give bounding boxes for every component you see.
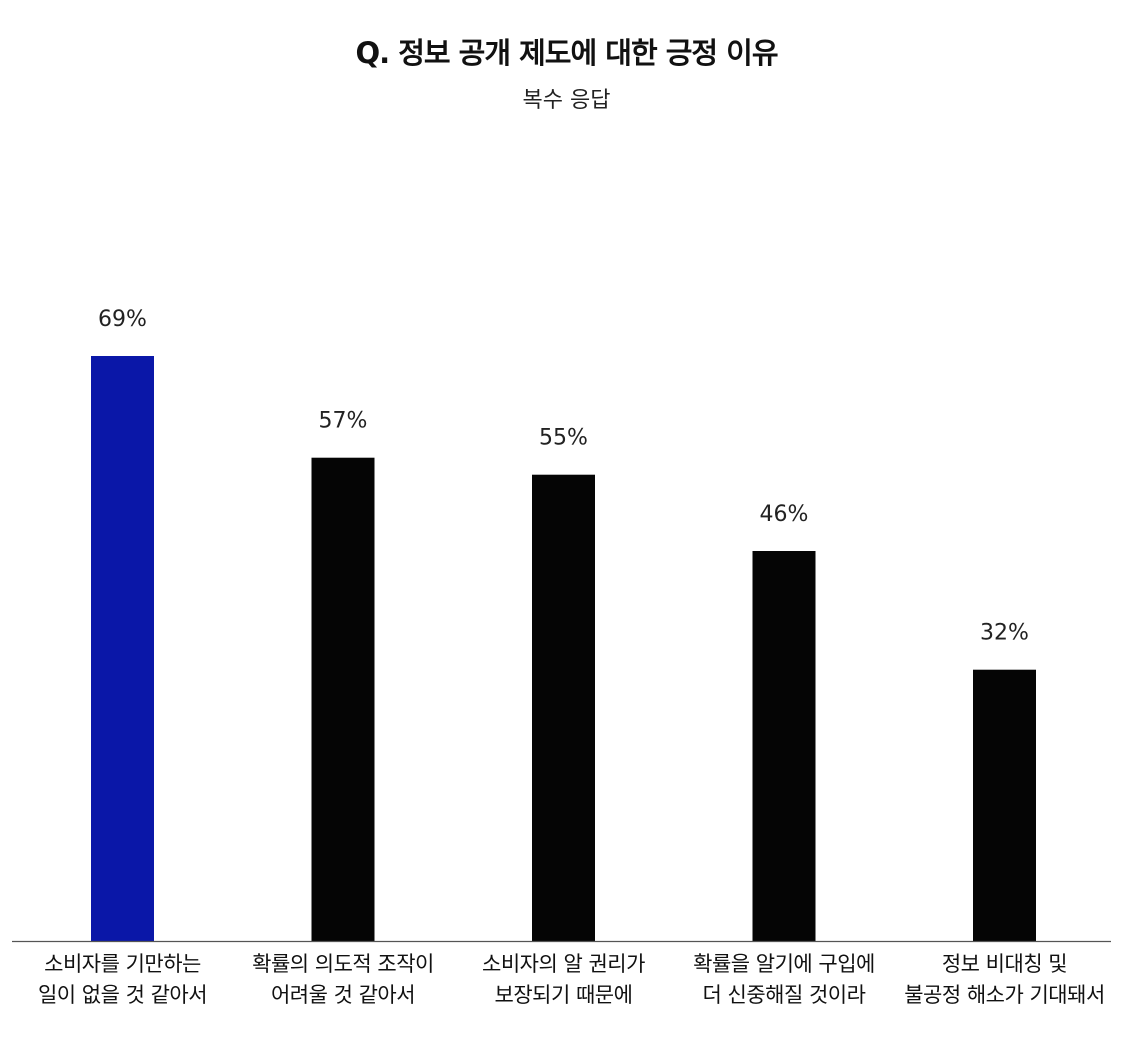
- bar-3: [532, 474, 595, 941]
- category-label-1-line-1: 소비자를 기만하는: [44, 952, 201, 976]
- category-label-4-line-1: 확률을 알기에 구입에: [693, 952, 875, 976]
- category-label-1-line-2: 일이 없을 것 같아서: [38, 983, 207, 1007]
- category-label-5-line-1: 정보 비대칭 및: [942, 952, 1067, 976]
- bar-2: [311, 457, 375, 941]
- category-label-5-line-2: 불공정 해소가 기대돼서: [904, 983, 1105, 1007]
- category-label-3-line-1: 소비자의 알 권리가: [482, 952, 645, 976]
- chart-subtitle: 복수 응답: [522, 88, 611, 113]
- category-label-4-line-2: 더 신중해질 것이라: [703, 983, 866, 1007]
- category-label-3-line-2: 보장되기 때문에: [495, 983, 633, 1007]
- value-label-2: 57%: [319, 409, 368, 434]
- bar-5: [973, 669, 1036, 941]
- value-label-4: 46%: [760, 502, 809, 527]
- bar-4: [752, 551, 816, 941]
- value-label-3: 55%: [539, 426, 588, 451]
- chart-title: Q. 정보 공개 제도에 대한 긍정 이유: [355, 36, 778, 70]
- category-label-2-line-1: 확률의 의도적 조작이: [252, 952, 434, 976]
- category-label-2-line-2: 어려울 것 같아서: [271, 983, 415, 1007]
- value-label-5: 32%: [980, 621, 1029, 646]
- bar-1: [91, 356, 154, 941]
- value-label-1: 69%: [98, 307, 147, 332]
